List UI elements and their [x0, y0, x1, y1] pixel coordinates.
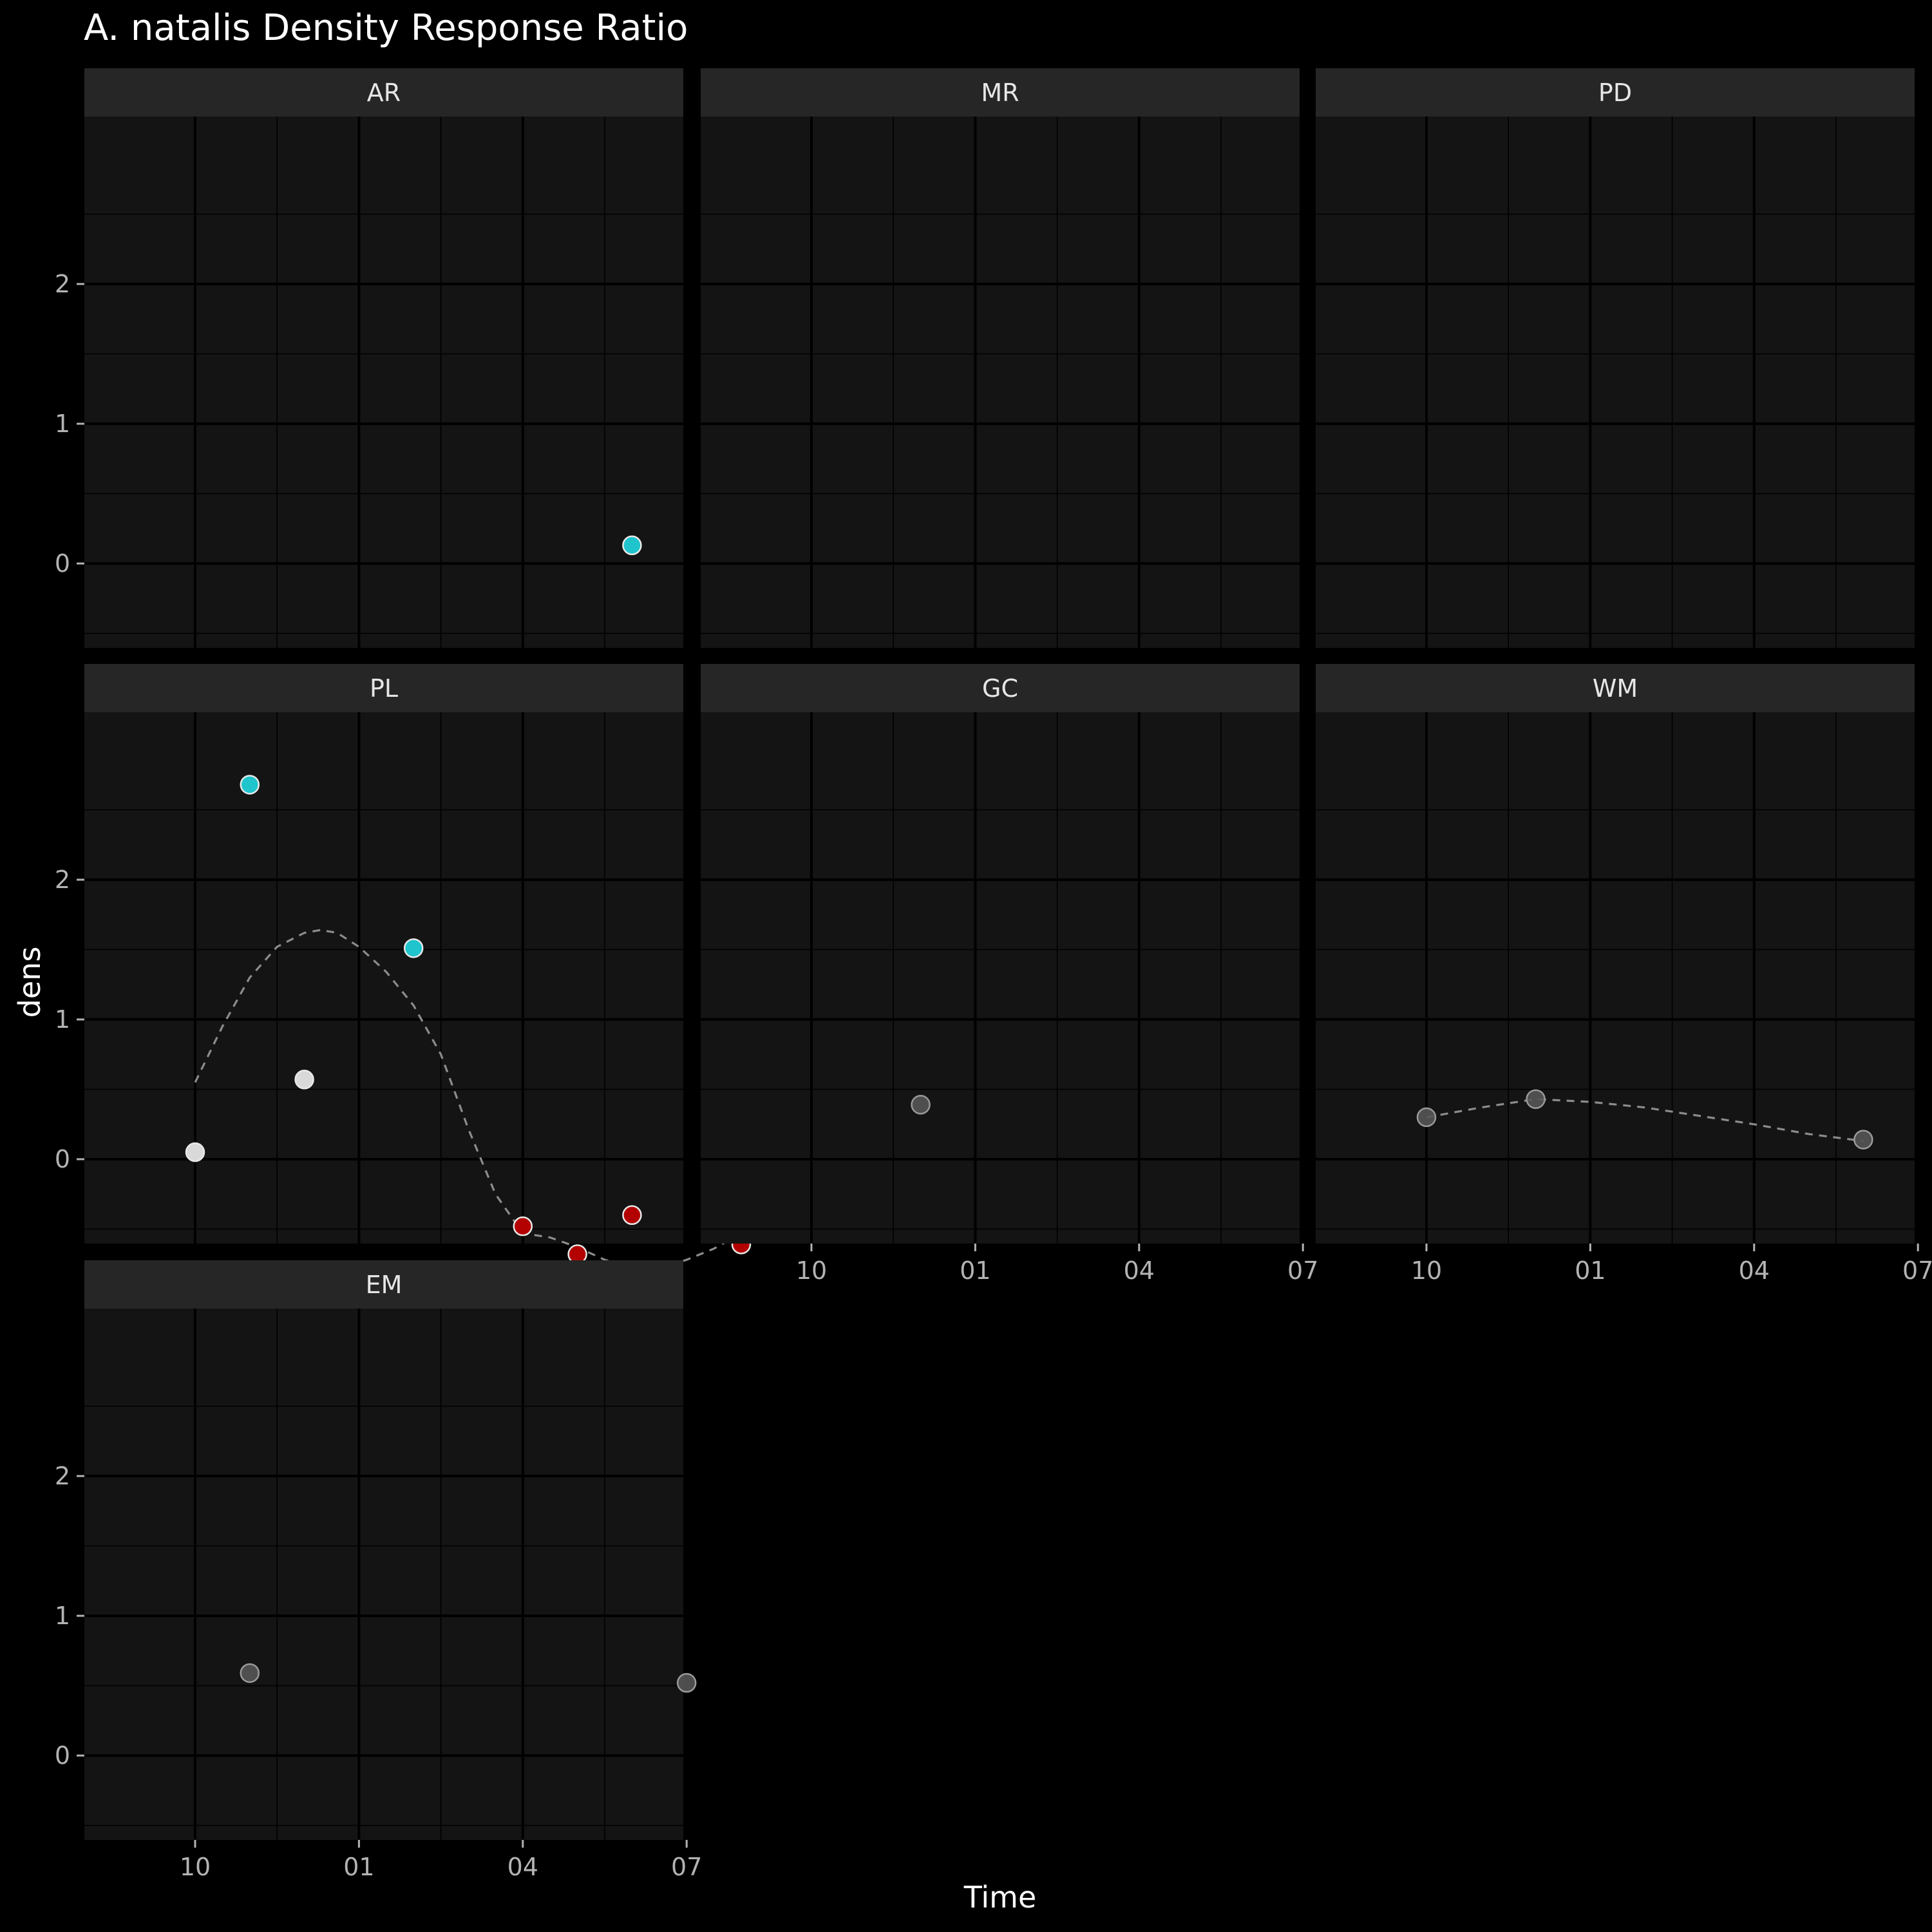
- chart-title: A. natalis Density Response Ratio: [84, 7, 688, 49]
- x-tick-label: 07: [1902, 1256, 1932, 1285]
- y-tick-label: 0: [55, 1741, 70, 1770]
- data-point: [1526, 1089, 1546, 1109]
- data-point: [240, 775, 260, 795]
- strip-label: AR: [367, 79, 401, 107]
- x-tick-label: 04: [507, 1853, 538, 1881]
- panel-pl: PL 0 1 2: [55, 664, 752, 1269]
- panel-background: [84, 712, 683, 1244]
- strip-label: MR: [981, 79, 1019, 107]
- data-point: [1853, 1130, 1873, 1150]
- panel-background: [701, 117, 1300, 648]
- y-tick-label: 0: [55, 1145, 70, 1173]
- x-tick-label: 04: [1739, 1256, 1770, 1285]
- y-tick-label: 1: [55, 1005, 70, 1034]
- strip-background: [84, 68, 683, 117]
- strip-label: EM: [366, 1271, 402, 1299]
- strip-label: WM: [1593, 674, 1638, 703]
- strip-background: [84, 664, 683, 712]
- panel-background: [1316, 117, 1915, 648]
- smooth-trend-line: [1426, 1098, 1864, 1142]
- x-tick-label: 01: [960, 1256, 990, 1285]
- data-point: [294, 1070, 314, 1090]
- y-tick-label: 2: [55, 1462, 70, 1490]
- x-tick-label: 10: [796, 1256, 827, 1285]
- strip-label: PD: [1598, 79, 1632, 107]
- strip-label: PL: [370, 674, 398, 703]
- strip-label: GC: [982, 674, 1018, 703]
- strip-background: [701, 68, 1300, 117]
- y-tick-label: 2: [55, 866, 70, 894]
- data-point: [911, 1095, 931, 1115]
- y-tick-label: 2: [55, 270, 70, 298]
- x-tick-label: 10: [1411, 1256, 1442, 1285]
- panel-ar: AR 0 1 2: [55, 68, 688, 648]
- data-point: [185, 1142, 205, 1162]
- y-axis-title: dens: [12, 947, 47, 1018]
- strip-background: [1316, 664, 1915, 712]
- data-point: [622, 535, 642, 556]
- data-point: [513, 1216, 533, 1236]
- x-tick-label: 07: [1287, 1256, 1318, 1285]
- y-tick-label: 0: [55, 549, 70, 578]
- strip-background: [701, 664, 1300, 712]
- strip-background: [1316, 68, 1915, 117]
- data-point: [403, 938, 424, 958]
- x-tick-label: 01: [1575, 1256, 1605, 1285]
- panel-background: [84, 117, 683, 648]
- panel-wm: WM 10 01 04 07: [1316, 664, 1932, 1285]
- data-point: [1416, 1107, 1437, 1128]
- panel-mr: MR: [701, 68, 1368, 648]
- panel-gc: GC 10 01 04 07: [701, 664, 1318, 1285]
- panel-pd: PD: [1316, 68, 1920, 648]
- x-tick-label: 10: [180, 1853, 211, 1881]
- x-axis-title: Time: [963, 1880, 1037, 1915]
- panel-background: [84, 1309, 683, 1840]
- y-tick-label: 1: [55, 410, 70, 438]
- y-tick-label: 1: [55, 1602, 70, 1630]
- strip-background: [84, 1260, 683, 1309]
- panel-background: [701, 712, 1300, 1244]
- data-point: [622, 1205, 642, 1226]
- x-tick-label: 04: [1124, 1256, 1155, 1285]
- x-tick-label: 01: [343, 1853, 374, 1881]
- data-point: [240, 1663, 260, 1683]
- x-tick-label: 07: [671, 1853, 702, 1881]
- data-point: [676, 1672, 697, 1693]
- panel-background: [1316, 712, 1915, 1244]
